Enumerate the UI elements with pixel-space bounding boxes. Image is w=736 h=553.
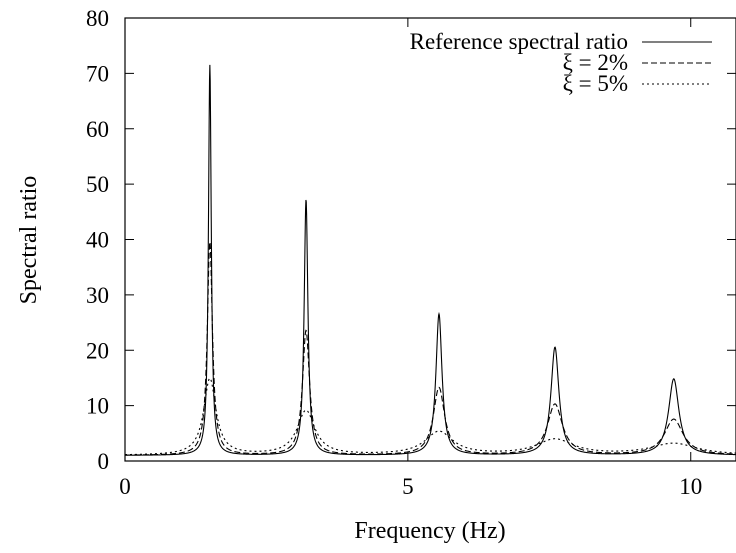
y-tick-label: 10 (86, 394, 109, 419)
curves-layer (124, 64, 736, 456)
y-tick-label: 60 (86, 117, 109, 142)
x-axis: 0 5 10 (119, 18, 702, 499)
y-tick-label: 30 (86, 283, 109, 308)
y-tick-label: 80 (86, 6, 109, 31)
legend-label: ξ = 5% (563, 71, 628, 96)
legend-label: Reference spectral ratio (410, 29, 628, 54)
y-tick-label: 0 (98, 449, 110, 474)
series-line-1 (125, 64, 736, 456)
y-tick-label: 50 (86, 172, 109, 197)
plot-frame (124, 17, 736, 462)
x-tick-label: 10 (679, 474, 702, 499)
y-axis-title: Spectral ratio (16, 176, 42, 305)
y-tick-label: 20 (86, 338, 109, 363)
y-axis: 0 10 20 30 40 50 60 70 80 (86, 6, 736, 474)
x-tick-label: 5 (402, 474, 414, 499)
x-axis-title: Frequency (Hz) (354, 518, 505, 544)
y-tick-label: 70 (86, 61, 109, 86)
y-tick-label: 40 (86, 228, 109, 253)
series-line-2 (125, 241, 736, 456)
x-tick-label: 0 (119, 474, 131, 499)
legend-label: ξ = 2% (563, 50, 628, 75)
series-line-3 (124, 377, 736, 456)
